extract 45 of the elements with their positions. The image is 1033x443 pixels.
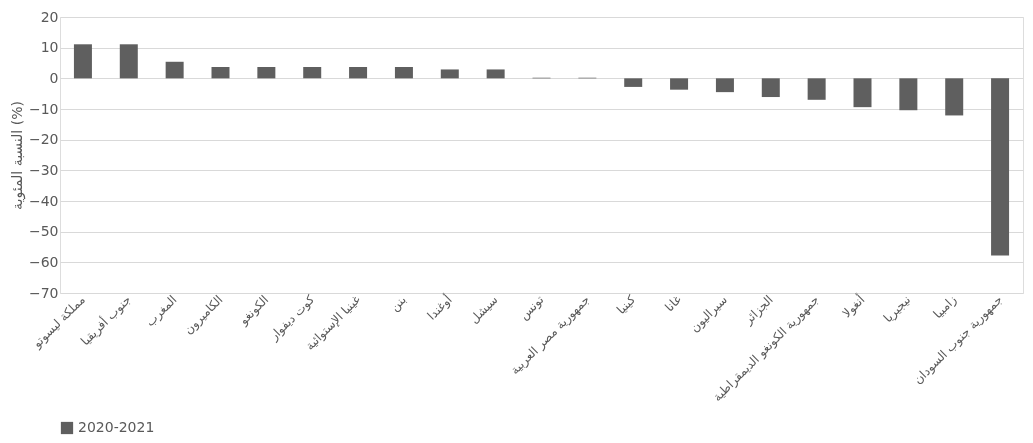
x-tick-label: زامبيا — [930, 292, 961, 322]
bar — [119, 44, 138, 79]
bar — [899, 78, 918, 111]
bar — [165, 61, 184, 79]
legend-label: 2020-2021 — [78, 419, 155, 435]
y-tick-label: −20 — [28, 131, 59, 148]
x-tick-label: غانا — [662, 292, 685, 315]
x-tick-label: سيراليون — [687, 292, 731, 336]
bar — [670, 78, 689, 90]
x-tick-label: أنغولا — [838, 291, 869, 322]
x-tick-label: الجزائر — [740, 292, 777, 329]
y-tick-label: 20 — [40, 8, 59, 25]
bar — [715, 78, 734, 93]
y-tick-label: −70 — [28, 284, 59, 301]
bar — [991, 78, 1010, 256]
x-tick-label: المغرب — [143, 292, 181, 330]
bar — [349, 66, 368, 79]
bar — [624, 78, 643, 87]
y-axis-title: النسبة المئوية (%) — [8, 101, 26, 210]
x-tick-label: نيجيريا — [880, 292, 915, 326]
bar — [211, 66, 230, 79]
bar — [73, 44, 92, 79]
y-tick-label: 0 — [49, 69, 59, 86]
x-tick-label: بنن — [387, 292, 410, 315]
bar — [303, 66, 322, 79]
y-tick-label: −60 — [28, 253, 59, 270]
y-tick-label: −30 — [28, 161, 59, 178]
x-tick-label: الكاميرون — [181, 292, 227, 338]
bar — [486, 69, 505, 79]
y-tick-label: −10 — [28, 100, 59, 117]
bar — [257, 66, 276, 79]
x-tick-label: كينيا — [613, 292, 639, 317]
bar — [807, 78, 826, 100]
x-tick-label: الكونغو — [235, 292, 273, 329]
bar — [853, 78, 872, 108]
y-tick-label: −50 — [28, 223, 59, 240]
bar — [394, 66, 413, 79]
x-tick-label: أوغندا — [423, 291, 456, 324]
x-tick-label: سيشل — [467, 292, 501, 327]
x-tick-label: تونس — [516, 292, 548, 324]
bar — [440, 69, 459, 79]
bar — [945, 78, 964, 116]
bar — [761, 78, 780, 98]
y-tick-label: −40 — [28, 192, 59, 209]
y-tick-label: 10 — [40, 39, 59, 56]
